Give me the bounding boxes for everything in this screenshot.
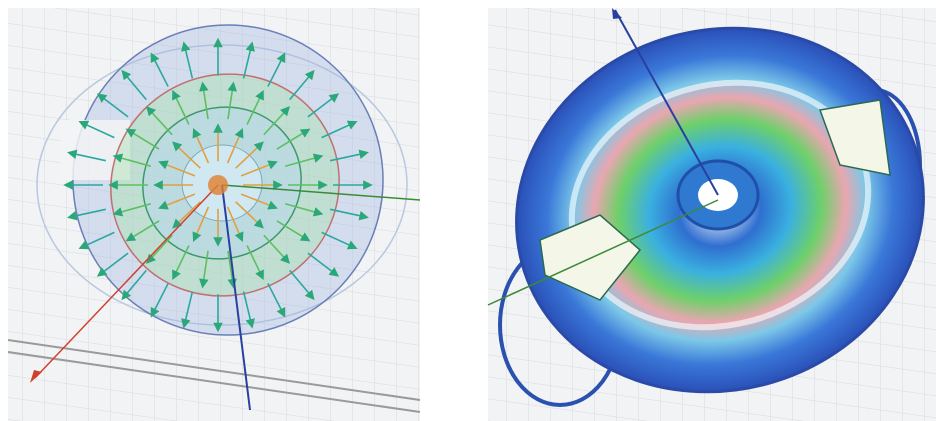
field-arrow [199, 81, 209, 120]
field-arrow [276, 220, 311, 242]
field-arrow [158, 193, 196, 210]
z-axis [614, 9, 719, 196]
field-arrow [150, 283, 169, 318]
field-arrow [78, 231, 115, 250]
gap [818, 99, 891, 176]
field-arrow [112, 202, 152, 217]
field-arrow [125, 220, 160, 242]
x-axis [34, 184, 219, 379]
field-arrow [263, 234, 290, 264]
field-arrow [276, 128, 311, 150]
field-arrow [226, 206, 244, 243]
field-arrow [146, 106, 173, 136]
y-axis [221, 184, 421, 201]
field-arrow [158, 160, 196, 177]
field-arrow [321, 231, 358, 250]
field-arrow [192, 127, 210, 164]
field-arrow [284, 153, 324, 168]
field-arrow [289, 69, 315, 101]
field-arrow [172, 141, 201, 169]
field-arrow [235, 201, 264, 229]
field-arrow [267, 52, 286, 87]
field-arrow [242, 41, 255, 79]
field-arrow [67, 149, 107, 162]
source [208, 175, 228, 195]
right-panel [487, 8, 936, 421]
field-arrow [172, 201, 201, 229]
left-panel [7, 8, 421, 421]
field-arrow [235, 141, 264, 169]
field-arrow [172, 89, 190, 125]
field-arrow [96, 93, 129, 118]
field-arrow [246, 89, 264, 125]
floor-edge [7, 339, 421, 413]
field-arrow [329, 208, 369, 221]
gap [539, 214, 642, 301]
field-arrow [150, 52, 169, 87]
field-arrow [181, 291, 194, 329]
field-arrow [121, 269, 147, 301]
field-arrow [226, 127, 244, 164]
field-arrow [192, 206, 210, 243]
field-arrow [181, 41, 194, 79]
field-arrow [289, 269, 315, 301]
field-arrow [263, 106, 290, 136]
field-arrow [321, 120, 358, 139]
field-arrow [78, 120, 115, 139]
field-arrow [246, 245, 264, 281]
field-arrow [307, 93, 340, 118]
field-arrow [284, 202, 324, 217]
field-arrow [307, 252, 340, 277]
field-arrow [227, 250, 237, 289]
field-arrow [227, 81, 237, 120]
x-arrowhead [30, 370, 42, 383]
field-arrow [96, 252, 129, 277]
field-arrow [121, 69, 147, 101]
z-arrowhead [612, 8, 622, 19]
field-arrow [172, 245, 190, 281]
field-arrow [112, 153, 152, 168]
field-arrow [240, 160, 278, 177]
z-axis [221, 184, 251, 411]
field-arrow [67, 208, 107, 221]
field-arrow [146, 234, 173, 264]
field-arrow [329, 149, 369, 162]
field-arrow [199, 250, 209, 289]
field-arrow [240, 193, 278, 210]
field-arrows [63, 37, 373, 333]
field-arrow [242, 291, 255, 329]
y-axis [487, 199, 719, 306]
field-arrow [267, 283, 286, 318]
field-arrow [125, 128, 160, 150]
